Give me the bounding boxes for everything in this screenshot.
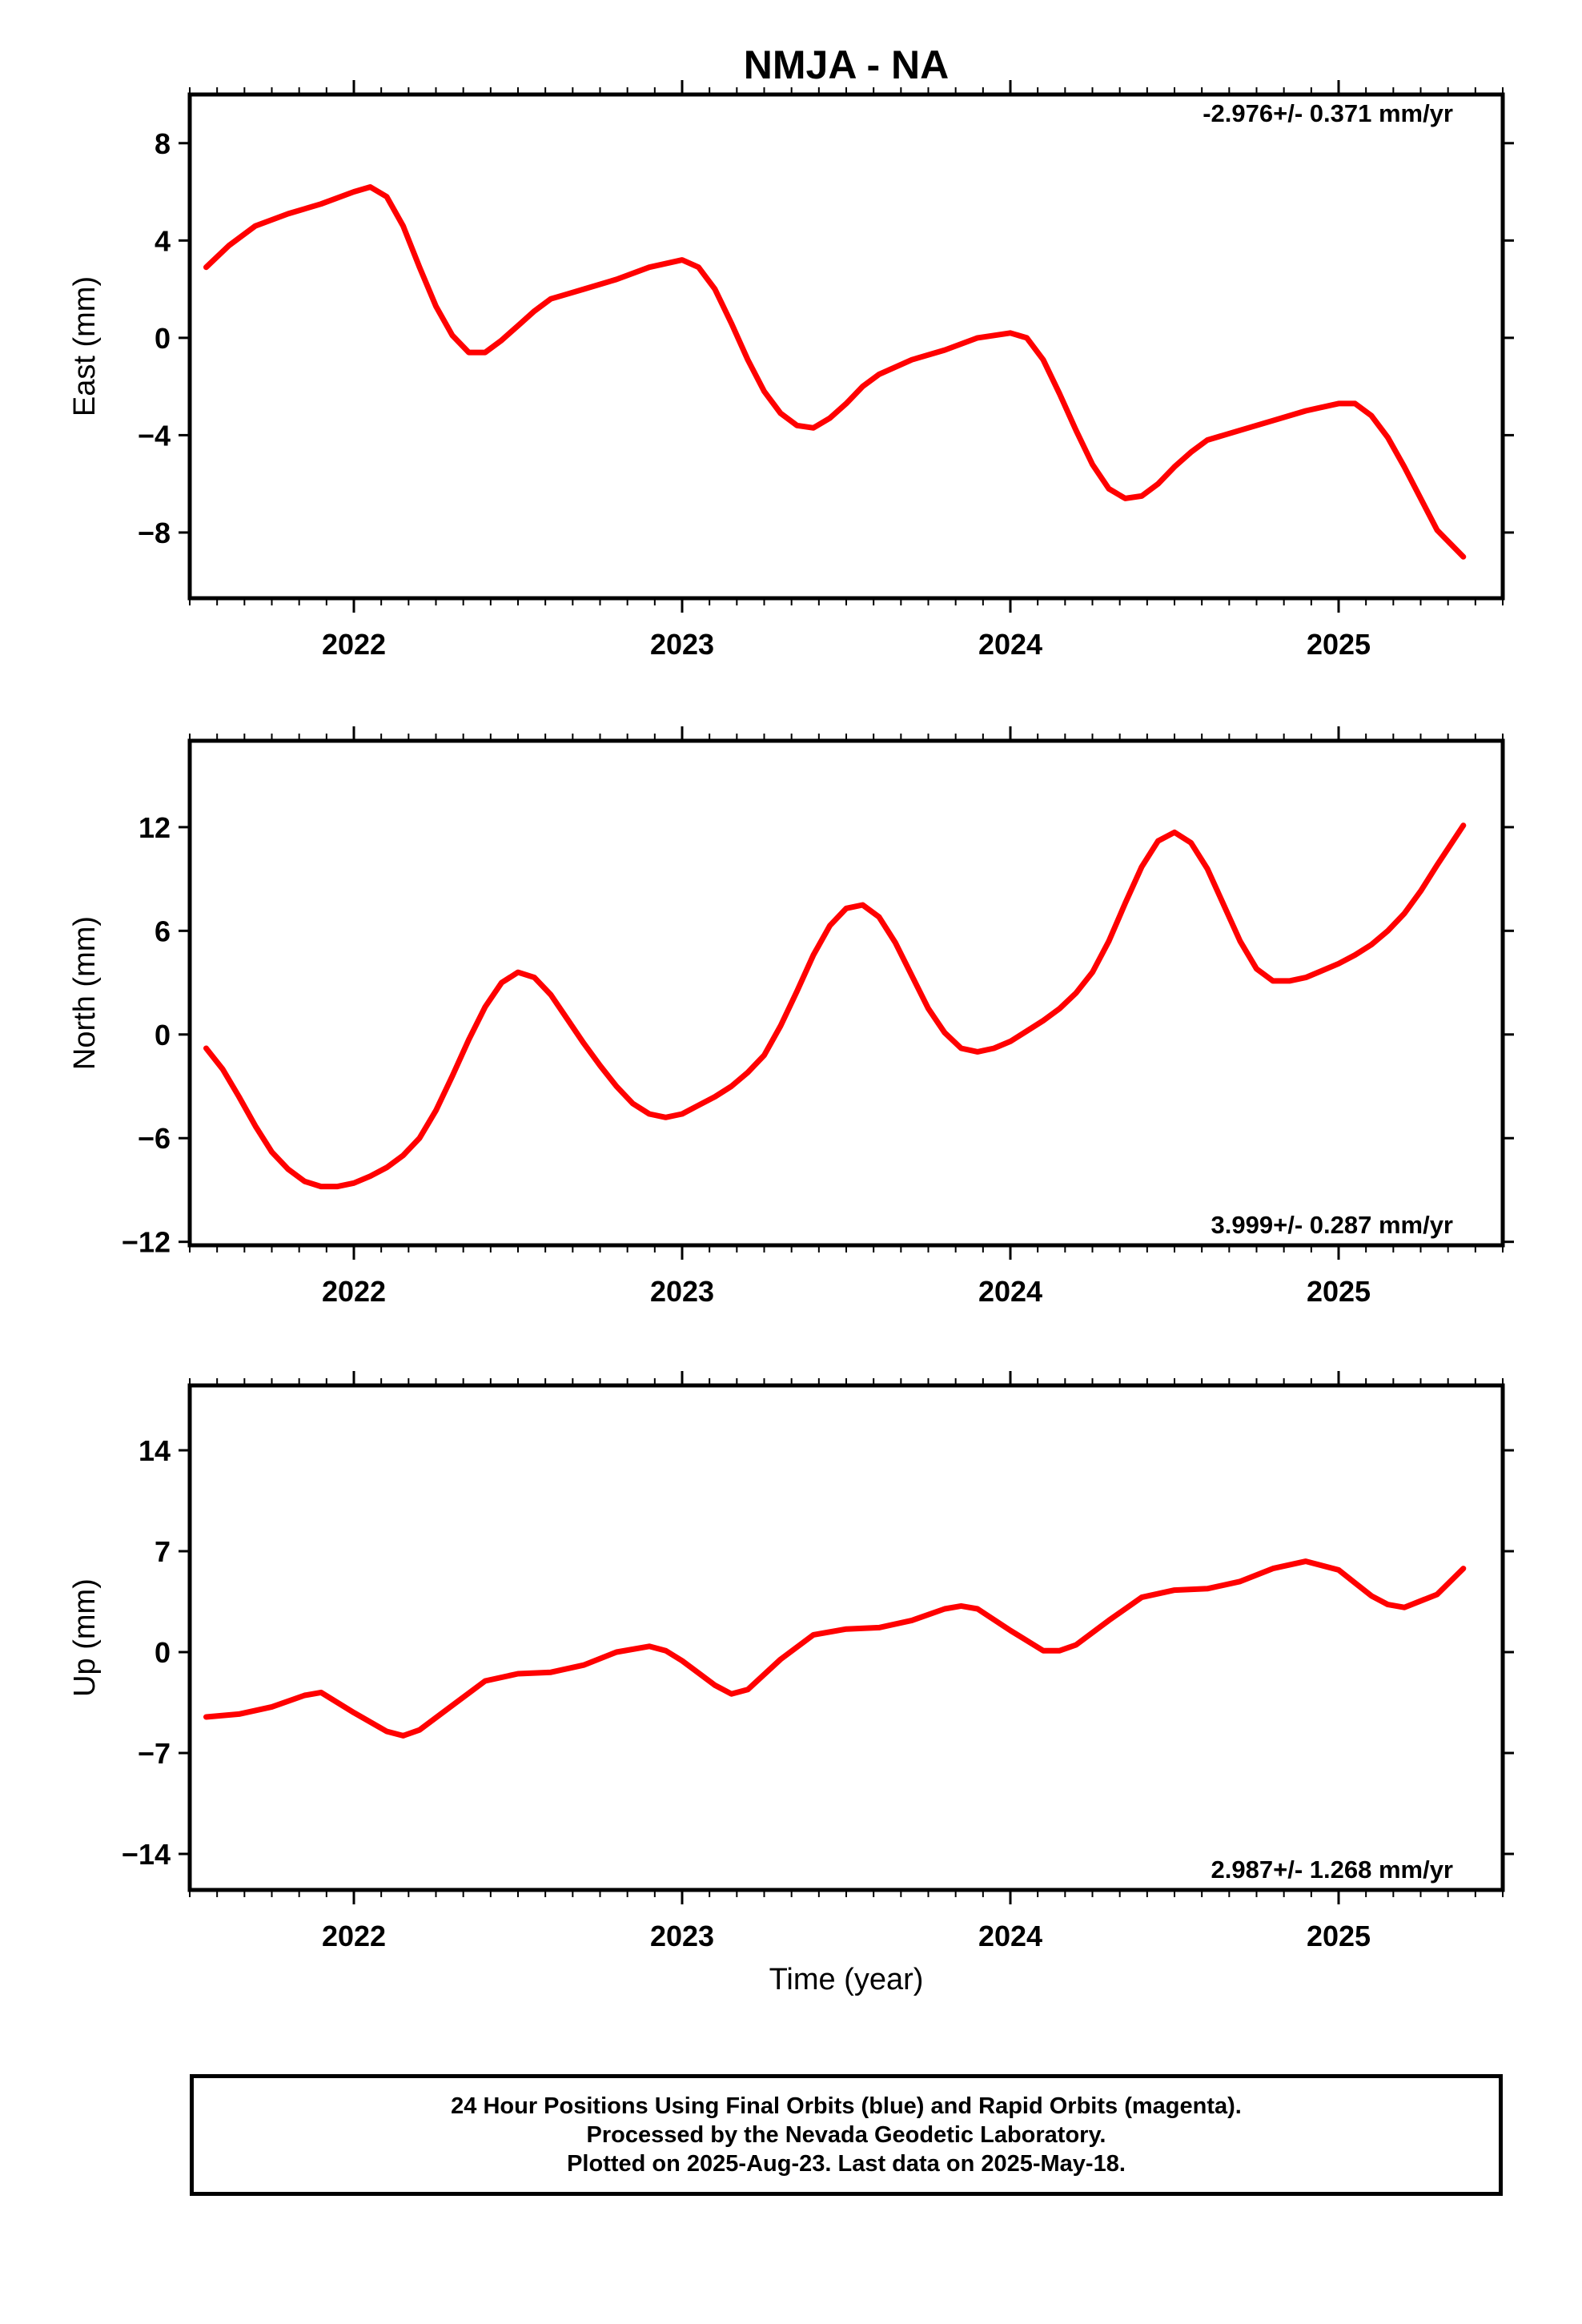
north-xtick-label: 2022: [322, 1275, 386, 1308]
up-ylabel: Up (mm): [68, 1578, 102, 1697]
footer-line-1: 24 Hour Positions Using Final Orbits (bl…: [451, 2093, 1242, 2119]
north-xtick-label: 2023: [650, 1275, 714, 1308]
north-ytick-label: 12: [139, 811, 171, 844]
up-model-line: [203, 1558, 1467, 1739]
up-ytick-label: 7: [155, 1535, 171, 1568]
east-panel: -2.976+/- 0.371 mm/yr 8 4 0 −4 −8 2022 2023 202…: [68, 80, 1514, 661]
east-xtick-label: 2024: [978, 628, 1042, 661]
east-ytick-label: −8: [138, 517, 171, 549]
north-model-line: [203, 822, 1467, 1190]
north-ylabel: North (mm): [68, 916, 102, 1070]
east-ytick-label: 0: [155, 322, 171, 355]
up-xtick-label: 2024: [978, 1920, 1042, 1952]
up-plot-frame: [187, 1383, 1505, 1892]
east-xtick-label: 2025: [1307, 628, 1371, 661]
up-xtick-label: 2022: [322, 1920, 386, 1952]
north-panel: 3.999+/- 0.287 mm/yr 12 6 0 −6 −12 2022 2023 20…: [68, 726, 1514, 1308]
north-ytick-label: 0: [155, 1019, 171, 1051]
up-panel: 2.987+/- 1.268 mm/yr 14 7 0 −7 −14 2022 2023 20…: [68, 1371, 1514, 1952]
up-xtick-label: 2025: [1307, 1920, 1371, 1952]
north-ytick-label: −12: [122, 1226, 171, 1259]
x-axis-label: Time (year): [769, 1963, 924, 1996]
east-plot-frame: [187, 92, 1505, 601]
north-rate-label: 3.999+/- 0.287 mm/yr: [1211, 1211, 1453, 1239]
east-ytick-label: 8: [155, 127, 171, 160]
chart-title: NMJA - NA: [744, 42, 949, 87]
east-ylabel: East (mm): [68, 276, 102, 416]
east-rate-label: -2.976+/- 0.371 mm/yr: [1203, 99, 1453, 127]
up-ytick-label: −7: [138, 1737, 171, 1770]
east-xtick-label: 2022: [322, 628, 386, 661]
up-ytick-label: −14: [122, 1838, 171, 1871]
north-xtick-label: 2024: [978, 1275, 1042, 1308]
north-ytick-label: −6: [138, 1122, 171, 1155]
north-xtick-label: 2025: [1307, 1275, 1371, 1308]
east-model-line: [203, 184, 1467, 560]
up-rate-label: 2.987+/- 1.268 mm/yr: [1211, 1856, 1453, 1884]
footer-line-3: Plotted on 2025-Aug-23. Last data on 202…: [567, 2151, 1126, 2177]
footer-box: 24 Hour Positions Using Final Orbits (bl…: [190, 2074, 1503, 2196]
north-ytick-label: 6: [155, 915, 171, 947]
footer-line-2: Processed by the Nevada Geodetic Laborat…: [586, 2122, 1106, 2148]
up-ytick-label: 0: [155, 1636, 171, 1669]
east-ytick-label: 4: [155, 224, 171, 257]
up-ytick-label: 14: [139, 1434, 171, 1467]
up-xtick-label: 2023: [650, 1920, 714, 1952]
east-xtick-label: 2023: [650, 628, 714, 661]
east-ytick-label: −4: [138, 419, 171, 452]
